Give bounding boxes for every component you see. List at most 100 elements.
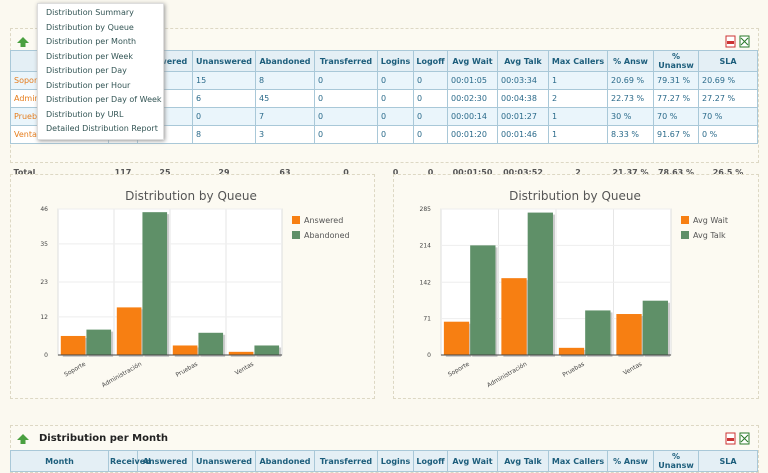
legend-swatch <box>292 231 300 239</box>
bar <box>198 332 224 355</box>
menu-item[interactable]: Distribution per Month <box>46 37 137 46</box>
column-header: Max Callers <box>548 50 608 72</box>
chart-title: Distribution by Queue <box>125 189 257 203</box>
total-cell: 0 <box>343 167 349 177</box>
bar <box>585 310 611 355</box>
bar <box>501 278 527 355</box>
x-tick-label: Administración <box>486 361 529 390</box>
menu-item[interactable]: Distribution by URL <box>46 109 124 119</box>
menu-item[interactable]: Distribution per Week <box>46 51 133 61</box>
column-header: SLA <box>698 50 758 72</box>
report-menu: Distribution Summary Distribution by Queu… <box>37 3 164 140</box>
cell: 1 <box>548 71 608 90</box>
column-header: Abandoned <box>255 450 315 472</box>
total-cell: 0 <box>427 167 434 177</box>
menu-item[interactable]: Distribution per Hour <box>46 80 131 90</box>
total-cell: 78.63 % <box>657 167 695 177</box>
cell: 0 <box>413 89 448 108</box>
cell: 79.31 % <box>653 71 699 90</box>
cell: 0 <box>413 107 448 126</box>
chart-title: Distribution by Queue <box>509 189 641 203</box>
cell: 0 <box>314 125 378 144</box>
menu-item[interactable]: Distribution per Day of Week <box>46 95 162 104</box>
total-row: Total 117 25 29 63 0 0 0 00:01:50 00:03:52 2 21.37 … <box>11 165 758 180</box>
legend-label: Avg Talk <box>693 231 726 240</box>
total-cell: 21.37 % <box>612 167 649 177</box>
cell: 0 % <box>698 125 758 144</box>
cell: 00:02:30 <box>447 89 498 108</box>
column-header: Unanswered <box>192 50 256 72</box>
export-icons[interactable] <box>725 35 751 48</box>
cell: 0 <box>192 107 256 126</box>
cell: 8 <box>192 125 256 144</box>
collapse-arrow[interactable] <box>17 37 29 47</box>
y-tick-label: 142 <box>420 279 432 286</box>
bar <box>116 307 142 355</box>
y-tick-label: 214 <box>420 242 432 249</box>
x-tick-label: Ventas <box>234 361 255 377</box>
bar <box>558 347 585 355</box>
total-cell: 00:03:52 <box>503 167 543 177</box>
cell: 00:04:38 <box>497 89 549 108</box>
cell: 00:01:27 <box>497 107 549 126</box>
menu-item[interactable]: Detailed Distribution Report <box>46 124 158 133</box>
column-header: % Answ <box>607 50 654 72</box>
menu-item[interactable]: Distribution Summary <box>46 8 134 17</box>
column-header: Month <box>10 450 109 472</box>
column-header: Avg Wait <box>447 450 498 472</box>
cell: 00:01:46 <box>497 125 549 144</box>
bar <box>443 321 470 355</box>
legend-swatch <box>292 216 300 224</box>
menu-item[interactable]: Distribution by Queue <box>46 22 134 32</box>
bar <box>142 212 168 355</box>
collapse-arrow[interactable] <box>17 434 29 444</box>
total-cell: 0 <box>392 167 399 177</box>
legend-label: Answered <box>304 216 343 225</box>
cell: 7 <box>255 107 315 126</box>
total-cell: 63 <box>279 167 291 177</box>
total-cell: 29 <box>218 167 230 177</box>
cell: 00:03:34 <box>497 71 549 90</box>
legend-label: Avg Wait <box>693 216 728 225</box>
y-tick-label: 0 <box>427 352 431 359</box>
menu-item[interactable]: Distribution per Day <box>46 66 127 75</box>
cell: 0 <box>413 125 448 144</box>
export-icons[interactable] <box>725 432 751 445</box>
column-header: Received <box>108 450 151 472</box>
cell: 30 % <box>607 107 654 126</box>
column-header: Avg Talk <box>497 450 549 472</box>
y-tick-label: 0 <box>44 352 48 359</box>
cell: 20.69 % <box>698 71 758 90</box>
bar <box>172 345 198 355</box>
cell: 70 % <box>698 107 758 126</box>
total-cell: 117 <box>114 167 132 177</box>
y-tick-label: 35 <box>40 241 48 248</box>
y-tick-label: 285 <box>420 206 432 213</box>
column-header: SLA <box>698 450 758 472</box>
column-header: % Unansw <box>653 450 699 472</box>
x-tick-label: Pruebas <box>561 361 585 379</box>
total-cell: 26.5 % <box>712 167 744 177</box>
column-header: Unanswered <box>192 450 256 472</box>
bar <box>527 212 553 355</box>
x-tick-label: Pruebas <box>175 361 199 379</box>
cell: 8.33 % <box>607 125 654 144</box>
cell: 0 <box>377 71 414 90</box>
legend-swatch <box>681 231 689 239</box>
y-tick-label: 23 <box>40 279 48 286</box>
bar <box>470 245 496 355</box>
legend-swatch <box>681 216 689 224</box>
x-tick-label: Administración <box>101 361 144 390</box>
cell: 00:01:20 <box>447 125 498 144</box>
total-cell: 2 <box>575 167 581 177</box>
bar <box>642 300 668 355</box>
column-header: Transferred <box>314 450 378 472</box>
cell: 2 <box>548 89 608 108</box>
cell: 0 <box>377 125 414 144</box>
total-cell: Total <box>13 167 36 177</box>
month-table: Month Received Answered Unanswered Abandoned… <box>10 450 758 472</box>
column-header: Avg Talk <box>497 50 549 72</box>
column-header: Answered <box>137 450 193 472</box>
